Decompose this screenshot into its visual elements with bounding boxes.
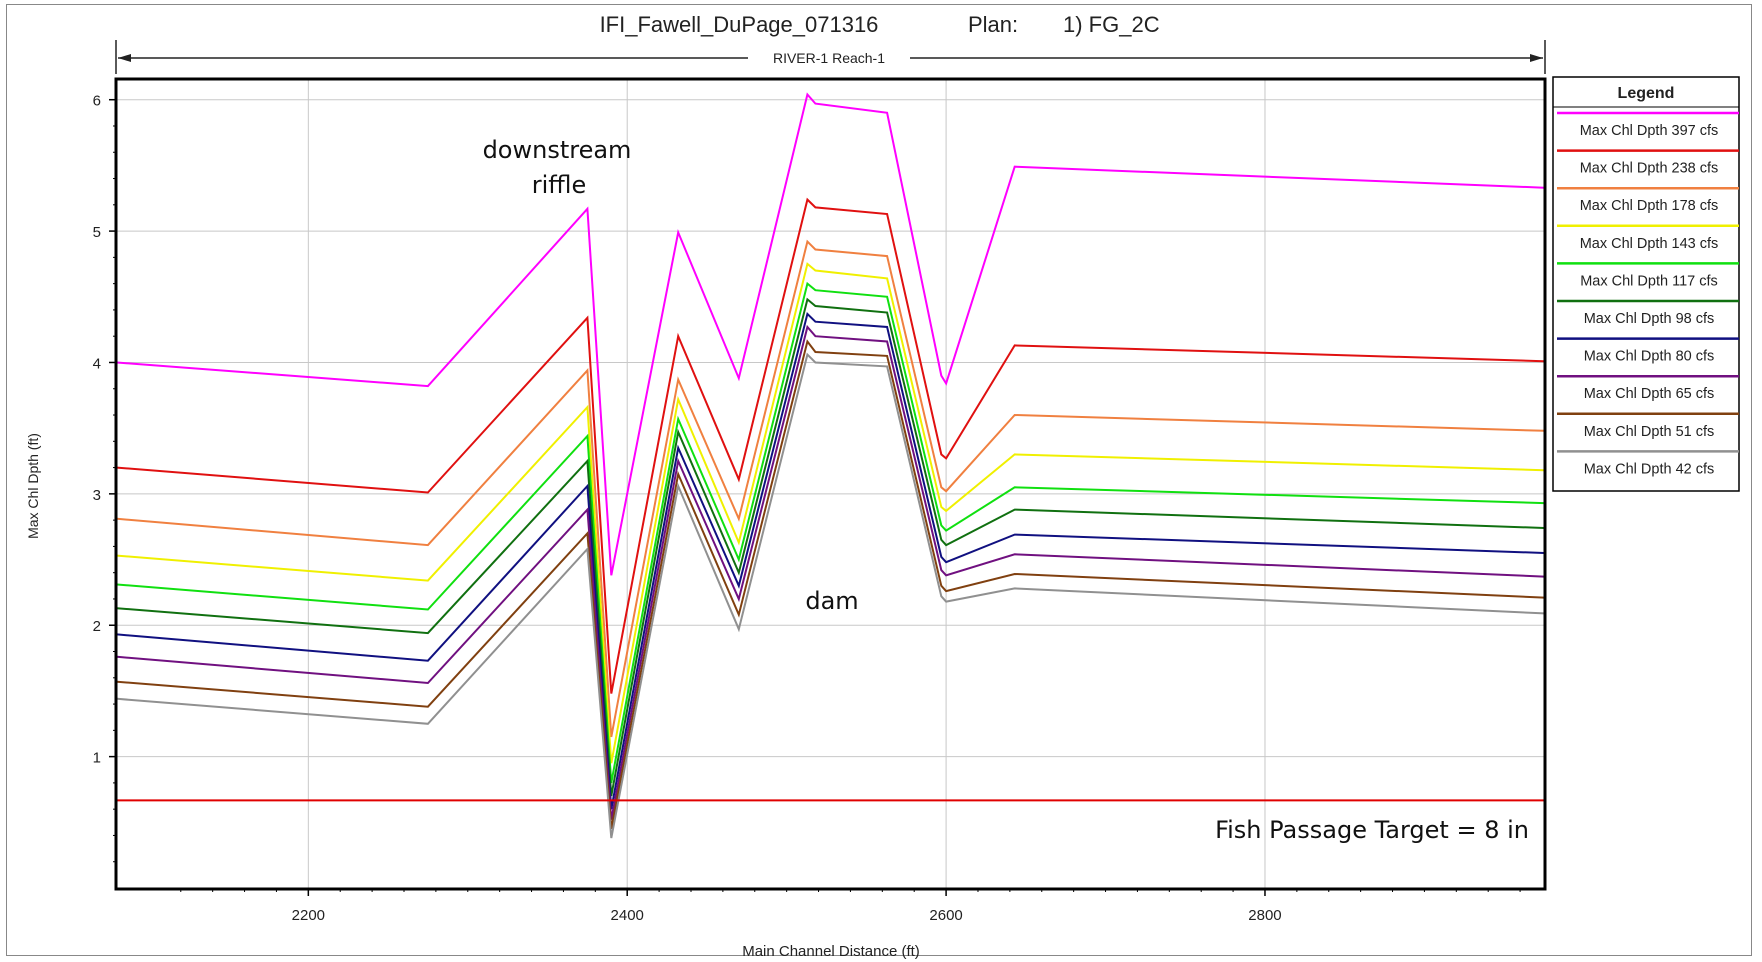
y-ticks: 1 2 3 4 5 6 <box>93 93 117 863</box>
series-line-1 <box>116 92 1545 576</box>
y-tick-label: 3 <box>93 487 101 504</box>
series-line-6 <box>116 297 1545 797</box>
plan-value: 1) FG_2C <box>1063 12 1160 37</box>
series-line-2 <box>116 197 1545 694</box>
chart-frame <box>6 4 1752 956</box>
legend-label-7: Max Chl Dpth 80 cfs <box>1584 349 1715 365</box>
series-line-9 <box>116 339 1545 830</box>
series-line-5 <box>116 281 1545 784</box>
legend-box <box>1552 76 1740 492</box>
legend-label-6: Max Chl Dpth 98 cfs <box>1584 311 1715 327</box>
legend-label-8: Max Chl Dpth 65 cfs <box>1584 386 1715 402</box>
legend-label-4: Max Chl Dpth 143 cfs <box>1580 236 1719 252</box>
legend: Legend Max Chl Dpth 397 cfs Max Chl Dpth … <box>1552 76 1740 492</box>
legend-label-1: Max Chl Dpth 397 cfs <box>1580 123 1719 139</box>
x-tick-label: 2400 <box>611 907 644 924</box>
annotation-dam: dam <box>805 587 858 615</box>
series-line-3 <box>116 239 1545 738</box>
legend-title: Legend <box>1618 85 1675 102</box>
annotation-riffle-line2: riffle <box>532 171 587 199</box>
series-line-8 <box>116 324 1545 820</box>
x-tick-label: 2800 <box>1248 907 1281 924</box>
x-ticks: 2200 2400 2600 2800 <box>180 888 1521 924</box>
y-tick-label: 6 <box>93 93 101 110</box>
plan-label: Plan: <box>968 12 1018 37</box>
reach-label: RIVER-1 Reach-1 <box>773 50 885 66</box>
fish-passage-target-label: Fish Passage Target = 8 in <box>1215 816 1529 844</box>
series-line-4 <box>116 262 1545 764</box>
y-tick-label: 5 <box>93 224 101 241</box>
legend-label-3: Max Chl Dpth 178 cfs <box>1580 198 1719 214</box>
y-tick-label: 1 <box>93 750 101 767</box>
x-axis-label: Main Channel Distance (ft) <box>742 943 920 960</box>
legend-label-10: Max Chl Dpth 42 cfs <box>1584 461 1715 477</box>
legend-label-2: Max Chl Dpth 238 cfs <box>1580 161 1719 177</box>
annotation-riffle-line1: downstream <box>483 136 632 164</box>
legend-label-9: Max Chl Dpth 51 cfs <box>1584 424 1715 440</box>
y-tick-label: 2 <box>93 618 101 635</box>
series-line-7 <box>116 311 1545 810</box>
plot-border <box>114 77 1547 891</box>
legend-label-5: Max Chl Dpth 117 cfs <box>1580 273 1718 289</box>
y-tick-label: 4 <box>93 355 101 372</box>
x-tick-label: 2600 <box>929 907 962 924</box>
reach-span: RIVER-1 Reach-1 <box>115 40 1546 74</box>
chart-title: IFI_Fawell_DuPage_071316 <box>600 12 879 37</box>
x-tick-label: 2200 <box>292 907 325 924</box>
y-axis-label: Max Chl Dpth (ft) <box>25 433 41 539</box>
series-line-10 <box>116 352 1545 839</box>
series-lines <box>116 92 1545 839</box>
